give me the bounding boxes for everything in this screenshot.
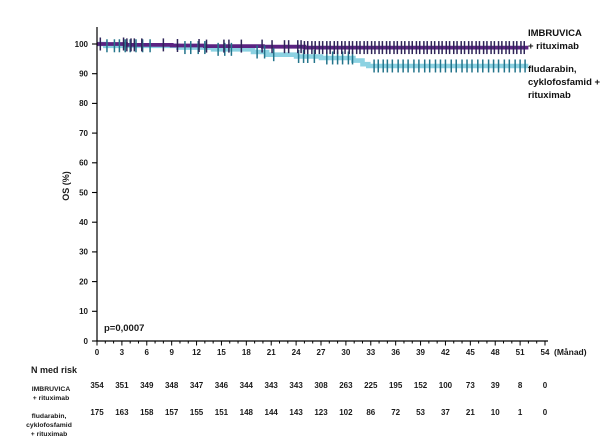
risk-count: 354	[90, 381, 104, 390]
y-tick-label: 60	[79, 159, 88, 168]
legend-fcr-line1: fludarabin,	[528, 64, 577, 75]
legend-fcr-line3: rituximab	[528, 90, 571, 101]
legend: IMBRUVICA + rituximab fludarabin, cyklof…	[528, 28, 601, 101]
risk-table-title: N med risk	[31, 365, 78, 375]
y-tick-label: 40	[79, 218, 88, 227]
x-tick-label: 42	[441, 348, 450, 357]
x-tick-label: 33	[366, 348, 375, 357]
legend-imbruvica-line1: IMBRUVICA	[528, 28, 582, 39]
y-tick-label: 90	[79, 70, 88, 79]
risk-count: 157	[165, 408, 179, 417]
risk-count: 144	[265, 408, 279, 417]
risk-count: 0	[543, 408, 548, 417]
risk-count: 102	[339, 408, 353, 417]
risk-count: 351	[115, 381, 129, 390]
risk-count: 344	[240, 381, 254, 390]
risk-count: 263	[339, 381, 353, 390]
risk-count: 143	[289, 408, 303, 417]
risk-count: 21	[466, 408, 475, 417]
plot-axes	[92, 27, 548, 346]
risk-row1-label-line1: IMBRUVICA	[32, 386, 71, 393]
risk-count: 155	[190, 408, 204, 417]
risk-count: 148	[240, 408, 254, 417]
y-tick-label: 20	[79, 277, 88, 286]
y-tick-labels: 0 10 20 30 40 50 60 70 80 90 100	[75, 40, 89, 346]
y-tick-label: 10	[79, 307, 88, 316]
x-tick-label: 12	[192, 348, 201, 357]
risk-row2-label-line2: cyklofosfamid	[26, 422, 72, 429]
risk-count: 195	[389, 381, 403, 390]
x-tick-label: 27	[317, 348, 326, 357]
risk-count: 39	[491, 381, 500, 390]
y-tick-label: 0	[84, 337, 89, 346]
legend-imbruvica-line2: + rituximab	[528, 41, 579, 52]
x-tick-label: 48	[491, 348, 500, 357]
x-tick-labels: 0 3 6 9 12 15 18 21 24 27 30 33 36 39 42 45 48 51 54	[95, 348, 550, 357]
survival-curves	[97, 41, 529, 69]
x-tick-label: 24	[292, 348, 301, 357]
x-tick-label: 30	[341, 348, 350, 357]
x-tick-label: 6	[145, 348, 150, 357]
risk-count: 343	[265, 381, 279, 390]
risk-count: 308	[314, 381, 328, 390]
risk-table-labels: N med risk IMBRUVICA + rituximab fludara…	[26, 365, 78, 438]
y-axis-label: OS (%)	[61, 171, 71, 201]
risk-count: 100	[439, 381, 453, 390]
risk-count: 163	[115, 408, 129, 417]
x-tick-label: 39	[416, 348, 425, 357]
risk-count: 347	[190, 381, 204, 390]
risk-count: 158	[140, 408, 154, 417]
x-axis-unit-label: (Månad)	[554, 347, 587, 357]
legend-fcr-line2: cyklofosfamid +	[528, 77, 601, 88]
censor-marks	[99, 37, 526, 73]
risk-count: 175	[90, 408, 104, 417]
y-tick-label: 30	[79, 248, 88, 257]
x-tick-label: 15	[217, 348, 226, 357]
y-tick-label: 50	[79, 188, 88, 197]
risk-count: 343	[289, 381, 303, 390]
risk-row2-label-line1: fludarabin,	[32, 413, 67, 420]
risk-count: 123	[314, 408, 328, 417]
risk-count: 10	[491, 408, 500, 417]
y-tick-label: 100	[75, 40, 89, 49]
x-tick-label: 0	[95, 348, 100, 357]
risk-count: 225	[364, 381, 378, 390]
risk-row2-label-line3: + rituximab	[31, 431, 67, 438]
risk-count: 73	[466, 381, 475, 390]
x-tick-label: 18	[242, 348, 251, 357]
risk-count: 349	[140, 381, 154, 390]
y-tick-label: 80	[79, 99, 88, 108]
x-tick-label: 21	[267, 348, 276, 357]
risk-count: 53	[416, 408, 425, 417]
risk-count: 72	[391, 408, 400, 417]
risk-count: 348	[165, 381, 179, 390]
risk-table-numbers: 354 351 349 348 347 346 344 343 343 308 263 225 195 1…	[90, 381, 547, 417]
x-tick-label: 51	[516, 348, 525, 357]
risk-count: 1	[518, 408, 523, 417]
x-tick-label: 3	[120, 348, 125, 357]
x-tick-label: 45	[466, 348, 475, 357]
risk-count: 8	[518, 381, 523, 390]
risk-row1-label-line2: + rituximab	[33, 395, 69, 402]
risk-count: 152	[414, 381, 428, 390]
risk-count: 0	[543, 381, 548, 390]
risk-count: 37	[441, 408, 450, 417]
p-value-annotation: p=0,0007	[104, 323, 144, 334]
risk-count: 151	[215, 408, 229, 417]
risk-count: 346	[215, 381, 229, 390]
x-tick-label: 36	[391, 348, 400, 357]
x-tick-label: 54	[541, 348, 550, 357]
risk-count: 86	[366, 408, 375, 417]
y-tick-label: 70	[79, 129, 88, 138]
x-tick-label: 9	[169, 348, 174, 357]
